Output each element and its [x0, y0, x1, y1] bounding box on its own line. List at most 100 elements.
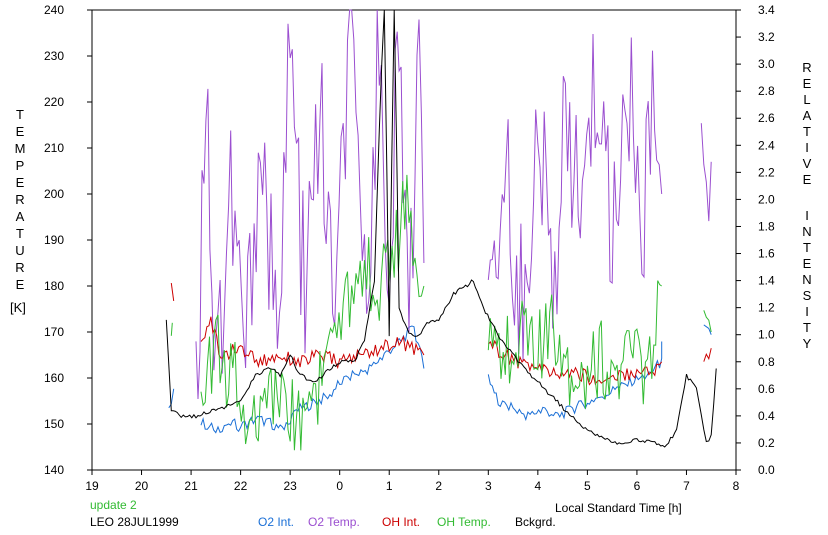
- legend-o2-int: O2 Int.: [258, 515, 294, 529]
- y-right-tick-label: 0.6: [758, 382, 775, 396]
- y-right-letter: I: [805, 208, 809, 223]
- legend-oh-temp: OH Temp.: [437, 515, 491, 529]
- series-line-oh-int: [487, 339, 663, 386]
- y-right-letter: T: [803, 320, 811, 335]
- x-tick-label: 2: [435, 479, 442, 493]
- x-tick-label: 20: [135, 479, 149, 493]
- x-tick-label: 4: [535, 479, 542, 493]
- y-left-letter: E: [16, 277, 25, 292]
- y-axis-unit-left: [K]: [10, 300, 26, 315]
- y-left-tick-label: 220: [44, 95, 64, 109]
- series-line-o2-int: [200, 325, 425, 434]
- x-tick-label: 0: [336, 479, 343, 493]
- series-line-oh-int: [170, 283, 175, 301]
- y-left-tick-label: 210: [44, 141, 64, 155]
- y-left-letter: R: [15, 260, 24, 275]
- series-line-oh-temp: [200, 174, 425, 451]
- x-tick-label: 22: [234, 479, 248, 493]
- y-right-tick-label: 2.4: [758, 138, 775, 152]
- x-tick-label: 5: [584, 479, 591, 493]
- y-left-letter: U: [15, 243, 24, 258]
- y-right-tick-label: 0.8: [758, 355, 775, 369]
- y-right-letter: L: [803, 92, 810, 107]
- status-label: update 2: [90, 498, 137, 512]
- legend-oh-int: OH Int.: [382, 515, 420, 529]
- y-left-tick-label: 150: [44, 417, 64, 431]
- series-line-o2-temp: [700, 123, 712, 222]
- series-line-oh-int: [200, 316, 425, 370]
- x-tick-label: 8: [733, 479, 740, 493]
- y-left-letter: T: [16, 226, 24, 241]
- y-left-letter: M: [15, 141, 26, 156]
- series-line-oh-temp: [487, 280, 662, 409]
- y-left-tick-label: 200: [44, 187, 64, 201]
- series-line-oh-temp: [703, 310, 712, 333]
- station-date-label: LEO 28JUL1999: [90, 515, 179, 529]
- y-left-tick-label: 230: [44, 49, 64, 63]
- y-right-tick-label: 0.0: [758, 463, 775, 477]
- y-right-tick-label: 0.2: [758, 436, 775, 450]
- y-right-tick-label: 1.6: [758, 247, 775, 261]
- axes: 19 20 21 22 23 0 1 2 3 4 5 6 7 8140150160170180190200…: [44, 3, 775, 493]
- y-left-letter: E: [16, 124, 25, 139]
- y-right-letter: I: [805, 304, 809, 319]
- y-right-tick-label: 1.2: [758, 301, 775, 315]
- x-axis-label: Local Standard Time [h]: [555, 501, 682, 515]
- y-right-letter: S: [803, 288, 812, 303]
- y-right-letter: R: [802, 60, 811, 75]
- x-tick-label: 7: [683, 479, 690, 493]
- y-left-tick-label: 190: [44, 233, 64, 247]
- y-right-tick-label: 1.4: [758, 274, 775, 288]
- y-right-tick-label: 1.8: [758, 219, 775, 233]
- x-tick-label: 1: [386, 479, 393, 493]
- y-left-letter: T: [16, 107, 24, 122]
- y-right-tick-label: 3.2: [758, 30, 775, 44]
- y-right-tick-label: 1.0: [758, 328, 775, 342]
- y-right-letter: E: [803, 256, 812, 271]
- x-tick-label: 3: [485, 479, 492, 493]
- series-line-o2-temp: [487, 33, 663, 362]
- y-right-letter: A: [803, 108, 812, 123]
- x-tick-label: 6: [634, 479, 641, 493]
- x-tick-label: 23: [283, 479, 297, 493]
- y-right-tick-label: 2.0: [758, 192, 775, 206]
- series-line-o2-temp: [195, 9, 425, 400]
- y-right-tick-label: 2.8: [758, 84, 775, 98]
- x-tick-label: 19: [85, 479, 99, 493]
- series-line-o2-int: [487, 341, 663, 422]
- series-line-oh-temp: [170, 322, 173, 336]
- y-right-letter: E: [803, 76, 812, 91]
- y-right-tick-label: 2.2: [758, 165, 775, 179]
- y-left-letter: E: [16, 175, 25, 190]
- y-left-letter: P: [16, 158, 25, 173]
- y-right-letter: T: [803, 240, 811, 255]
- y-right-letter: E: [803, 172, 812, 187]
- series-line-oh-int: [703, 348, 712, 362]
- x-tick-label: 21: [184, 479, 198, 493]
- y-right-letter: Y: [803, 336, 812, 351]
- y-right-tick-label: 2.6: [758, 111, 775, 125]
- y-right-letter: I: [805, 140, 809, 155]
- y-left-letter: R: [15, 192, 24, 207]
- y-left-tick-label: 170: [44, 325, 64, 339]
- y-left-tick-label: 240: [44, 3, 64, 17]
- plot-area: [165, 9, 717, 451]
- y-right-tick-label: 0.4: [758, 409, 775, 423]
- legend-o2-temp: O2 Temp.: [308, 515, 360, 529]
- y-right-tick-label: 3.0: [758, 57, 775, 71]
- y-left-tick-label: 140: [44, 463, 64, 477]
- y-left-tick-label: 180: [44, 279, 64, 293]
- y-right-letter: T: [803, 124, 811, 139]
- legend-background: Bckgrd.: [515, 515, 556, 529]
- y-left-tick-label: 160: [44, 371, 64, 385]
- y-left-letter: A: [16, 209, 25, 224]
- series-line-o2-int: [703, 324, 712, 335]
- y-right-tick-label: 3.4: [758, 3, 775, 17]
- series-line-bckgrd: [165, 9, 717, 448]
- y-right-letter: N: [802, 272, 811, 287]
- y-right-letter: N: [802, 224, 811, 239]
- y-right-letter: V: [803, 156, 812, 171]
